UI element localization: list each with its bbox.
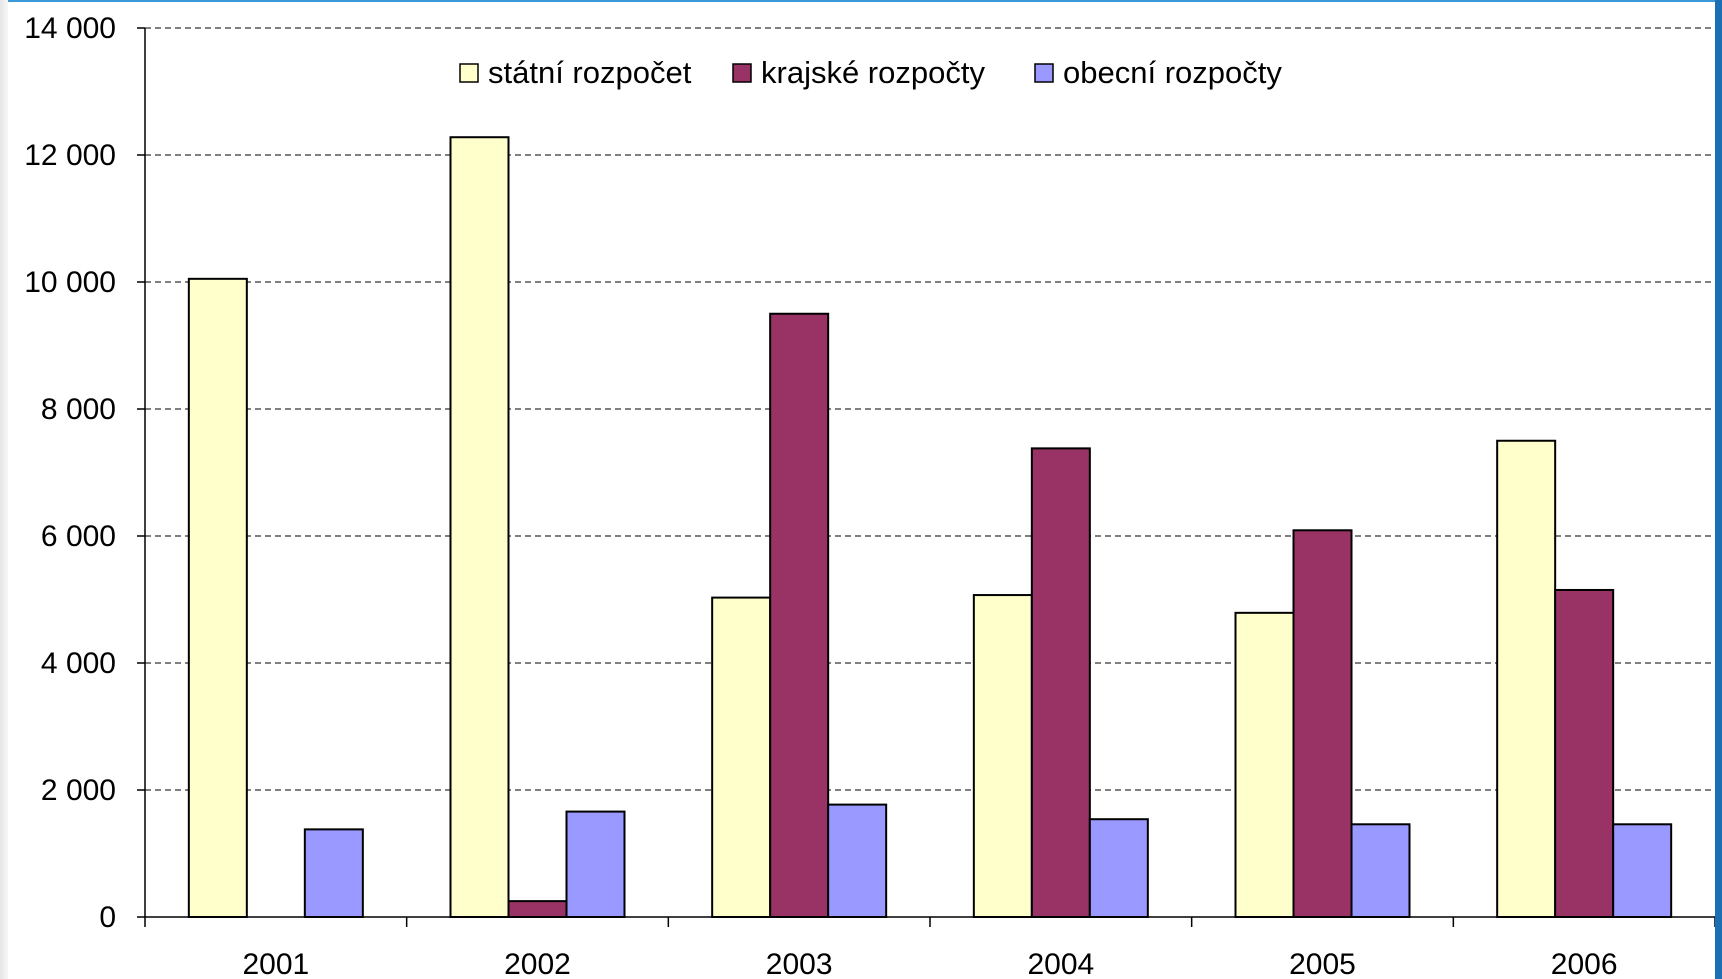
bar (1612, 823, 1673, 918)
legend-label: krajské rozpočty (761, 55, 985, 90)
axes (144, 28, 1715, 918)
x-tick-label: 2005 (1289, 948, 1356, 979)
y-axis-ticks: 0 2 000 4 000 6 000 8 000 10 000 12 000 14 000 (24, 12, 145, 934)
y-tick-label: 4 000 (41, 647, 116, 680)
bar (507, 900, 568, 918)
legend-swatch (1034, 63, 1054, 83)
x-tick-label: 2003 (766, 948, 833, 979)
grid-lines (145, 27, 1715, 791)
bar (1088, 818, 1149, 919)
bar (1496, 439, 1557, 918)
legend-label: obecní rozpočty (1063, 55, 1282, 90)
bar (1554, 588, 1615, 918)
legend-swatch (732, 63, 752, 83)
bar (1292, 529, 1353, 918)
y-tick-label: 8 000 (41, 393, 116, 426)
bar (1234, 611, 1295, 919)
right-edge-strip (1715, 0, 1722, 979)
y-tick-label: 12 000 (24, 139, 116, 172)
bar (972, 594, 1033, 918)
y-tick-label: 2 000 (41, 774, 116, 807)
y-tick-label: 6 000 (41, 520, 116, 553)
x-tick-label: 2006 (1551, 948, 1618, 979)
x-tick-label: 2004 (1027, 948, 1094, 979)
bar (711, 596, 772, 918)
legend-label: státní rozpočet (488, 55, 692, 90)
bar (187, 277, 248, 918)
y-tick-label: 0 (99, 901, 116, 934)
bar (769, 312, 830, 918)
x-tick-label: 2002 (504, 948, 571, 979)
y-tick-label: 14 000 (24, 12, 116, 45)
bars (187, 136, 1673, 919)
left-edge-strip (0, 0, 8, 979)
bar (1350, 823, 1411, 918)
x-axis-ticks: 2001 2002 2003 2004 2005 2006 (144, 917, 1715, 979)
bar (565, 810, 626, 919)
legend: státní rozpočet krajské rozpočty obecní ro… (459, 55, 1282, 90)
bar (1030, 447, 1091, 918)
legend-swatch (459, 63, 479, 83)
x-tick-label: 2001 (242, 948, 309, 979)
bar (827, 803, 888, 918)
top-border-line (0, 0, 1722, 2)
y-tick-label: 10 000 (24, 266, 116, 299)
bar (449, 136, 510, 919)
bar (303, 828, 364, 918)
